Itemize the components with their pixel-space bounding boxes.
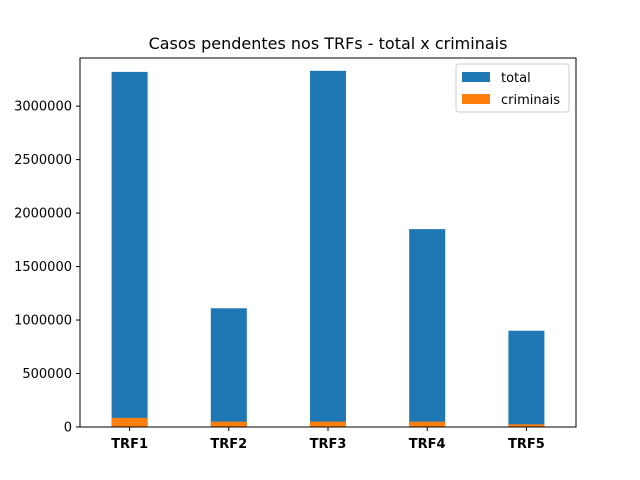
legend-swatch-total xyxy=(462,72,490,82)
y-tick-label: 3000000 xyxy=(14,100,72,115)
bar-criminais-trf2 xyxy=(210,421,247,427)
x-tick-label: TRF3 xyxy=(310,437,347,452)
x-tick-label: TRF4 xyxy=(409,437,446,452)
bars-layer xyxy=(111,70,545,428)
x-axis: TRF1 TRF2 TRF3 TRF4 TRF5 xyxy=(111,427,545,452)
y-tick-label: 1000000 xyxy=(14,314,72,329)
bar-criminais-trf1 xyxy=(111,417,148,427)
bar-criminais-trf3 xyxy=(310,421,346,427)
legend-swatch-criminais xyxy=(462,94,490,104)
y-axis: 0 500000 1000000 1500000 2000000 2500000 30000… xyxy=(14,100,80,436)
bar-criminais-trf5 xyxy=(508,424,545,427)
x-tick-label: TRF5 xyxy=(508,437,545,452)
legend-label-criminais: criminais xyxy=(501,93,560,108)
x-tick-label: TRF2 xyxy=(210,437,247,452)
bar-criminais-trf4 xyxy=(409,421,446,427)
x-tick-label: TRF1 xyxy=(111,437,148,452)
y-tick-label: 0 xyxy=(64,421,72,436)
bar-total-trf3 xyxy=(310,70,346,428)
bar-total-trf5 xyxy=(508,330,545,427)
legend-label-total: total xyxy=(501,71,531,86)
y-tick-label: 2500000 xyxy=(14,153,72,168)
bar-total-trf2 xyxy=(210,308,247,427)
chart-title: Casos pendentes nos TRFs - total x crimi… xyxy=(149,34,508,53)
bar-total-trf1 xyxy=(111,71,148,427)
plot-frame xyxy=(79,57,577,428)
y-tick-label: 1500000 xyxy=(14,260,72,275)
legend: total criminais xyxy=(455,63,570,113)
y-tick-label: 2000000 xyxy=(14,207,72,222)
y-tick-label: 500000 xyxy=(22,367,72,382)
bar-total-trf4 xyxy=(409,229,446,427)
